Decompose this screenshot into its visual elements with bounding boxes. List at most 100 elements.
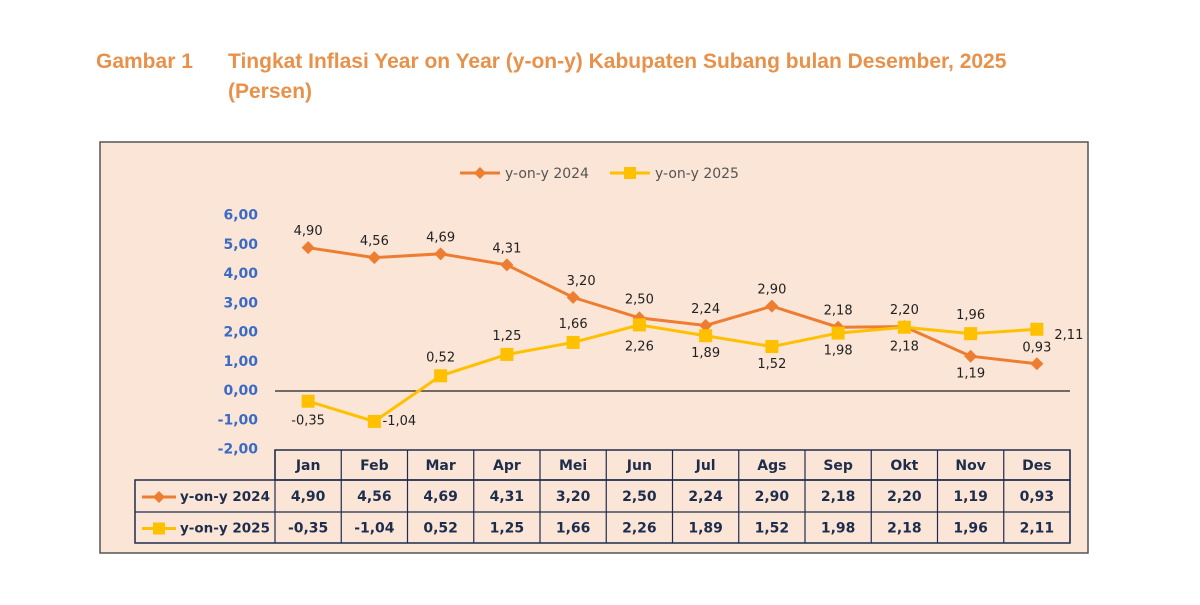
- data-label: 1,89: [691, 346, 720, 361]
- data-label: 1,25: [492, 329, 521, 344]
- x-tick-label: Mar: [425, 458, 455, 474]
- data-label: 4,69: [426, 230, 455, 245]
- y-tick-label: -1,00: [218, 412, 259, 428]
- figure-label: Gambar 1: [96, 50, 193, 73]
- table-row-label: y-on-y 2024: [180, 489, 270, 505]
- x-tick-label: Jun: [626, 458, 652, 474]
- data-point: [964, 349, 978, 363]
- chart-title: Tingkat Inflasi Year on Year (y-on-y) Ka…: [228, 50, 1007, 73]
- data-point: [897, 320, 911, 334]
- table-cell: 1,89: [688, 521, 723, 537]
- table-cell: 1,52: [755, 521, 790, 537]
- y-tick-label: 0,00: [223, 383, 258, 399]
- data-label: 2,18: [824, 304, 853, 319]
- table-legend-marker: [153, 491, 165, 503]
- x-tick-label: Mei: [559, 458, 587, 474]
- data-point: [765, 340, 779, 354]
- data-label: 0,93: [1022, 340, 1051, 355]
- y-tick-label: -2,00: [218, 442, 259, 458]
- data-point: [566, 335, 580, 349]
- legend-label: y-on-y 2025: [655, 166, 739, 182]
- series-line: [307, 246, 1038, 366]
- y-tick-label: 1,00: [223, 354, 258, 370]
- data-point: [964, 327, 978, 341]
- y-tick-label: 4,00: [223, 266, 258, 282]
- table-cell: 2,24: [688, 489, 723, 505]
- data-label: 1,98: [824, 344, 853, 359]
- data-point: [632, 318, 646, 332]
- data-label: 3,20: [567, 274, 596, 289]
- data-point: [1030, 357, 1044, 371]
- table-cell: 1,19: [953, 489, 988, 505]
- y-tick-label: 3,00: [223, 295, 258, 311]
- x-tick-label: Des: [1022, 458, 1051, 474]
- table-cell: 4,69: [423, 489, 458, 505]
- data-label: 2,18: [890, 340, 919, 355]
- data-point: [367, 251, 381, 265]
- data-label: 1,96: [956, 308, 985, 323]
- table-cell: 2,18: [821, 489, 856, 505]
- table-cell: -1,04: [354, 521, 395, 537]
- y-tick-label: 2,00: [223, 325, 258, 341]
- table-cell: 1,66: [556, 521, 591, 537]
- table-cell: 4,31: [490, 489, 525, 505]
- data-label: 1,66: [559, 317, 588, 332]
- table-cell: 2,90: [755, 489, 790, 505]
- data-label: 2,90: [757, 283, 786, 298]
- table-cell: 3,20: [556, 489, 591, 505]
- x-tick-label: Apr: [493, 458, 521, 474]
- data-label: 1,52: [757, 357, 786, 372]
- data-label: 2,20: [890, 303, 919, 318]
- data-point: [765, 299, 779, 313]
- legend-marker: [624, 167, 636, 179]
- table-cell: 2,50: [622, 489, 657, 505]
- table-cell: 1,25: [490, 521, 525, 537]
- x-tick-label: Jul: [695, 458, 716, 474]
- table-cell: 1,96: [953, 521, 988, 537]
- data-point: [566, 290, 580, 304]
- data-point: [367, 414, 381, 428]
- x-tick-label: Jan: [295, 458, 321, 474]
- x-tick-label: Nov: [955, 458, 985, 474]
- data-label: 0,52: [426, 350, 455, 365]
- table-cell: 1,98: [821, 521, 856, 537]
- table-cell: 4,56: [357, 489, 392, 505]
- table-cell: 2,18: [887, 521, 922, 537]
- y-tick-label: 6,00: [223, 208, 258, 224]
- data-point: [301, 241, 315, 255]
- data-label: 4,56: [360, 234, 389, 249]
- series-line: [307, 323, 1037, 424]
- data-point: [831, 326, 845, 340]
- table-cell: 0,93: [1020, 489, 1055, 505]
- data-point: [699, 329, 713, 343]
- table-cell: 2,11: [1020, 521, 1055, 537]
- table-row-label: y-on-y 2025: [180, 521, 270, 537]
- legend-marker: [474, 167, 486, 179]
- data-label: 2,24: [691, 302, 720, 317]
- chart-frame: [99, 141, 1089, 554]
- x-tick-label: Ags: [757, 458, 786, 474]
- data-point: [500, 258, 514, 272]
- data-point: [434, 247, 448, 261]
- data-point: [699, 318, 713, 332]
- data-point: [301, 394, 315, 408]
- data-label: -1,04: [383, 414, 417, 429]
- data-label: 2,50: [625, 292, 654, 307]
- x-tick-label: Feb: [360, 458, 389, 474]
- table-legend-marker: [153, 522, 165, 535]
- data-point: [1030, 322, 1044, 336]
- x-tick-label: Okt: [890, 458, 918, 474]
- table-cell: 4,90: [291, 489, 326, 505]
- table-cell: 0,52: [423, 521, 458, 537]
- data-label: 2,26: [625, 339, 654, 354]
- x-tick-label: Sep: [823, 458, 853, 474]
- table-cell: -0,35: [288, 521, 328, 537]
- legend-label: y-on-y 2024: [505, 166, 589, 182]
- table-cell: 2,20: [887, 489, 922, 505]
- data-label: 2,11: [1054, 328, 1083, 343]
- data-label: 1,19: [956, 367, 985, 382]
- data-label: 4,90: [294, 224, 323, 239]
- data-label: -0,35: [291, 414, 325, 429]
